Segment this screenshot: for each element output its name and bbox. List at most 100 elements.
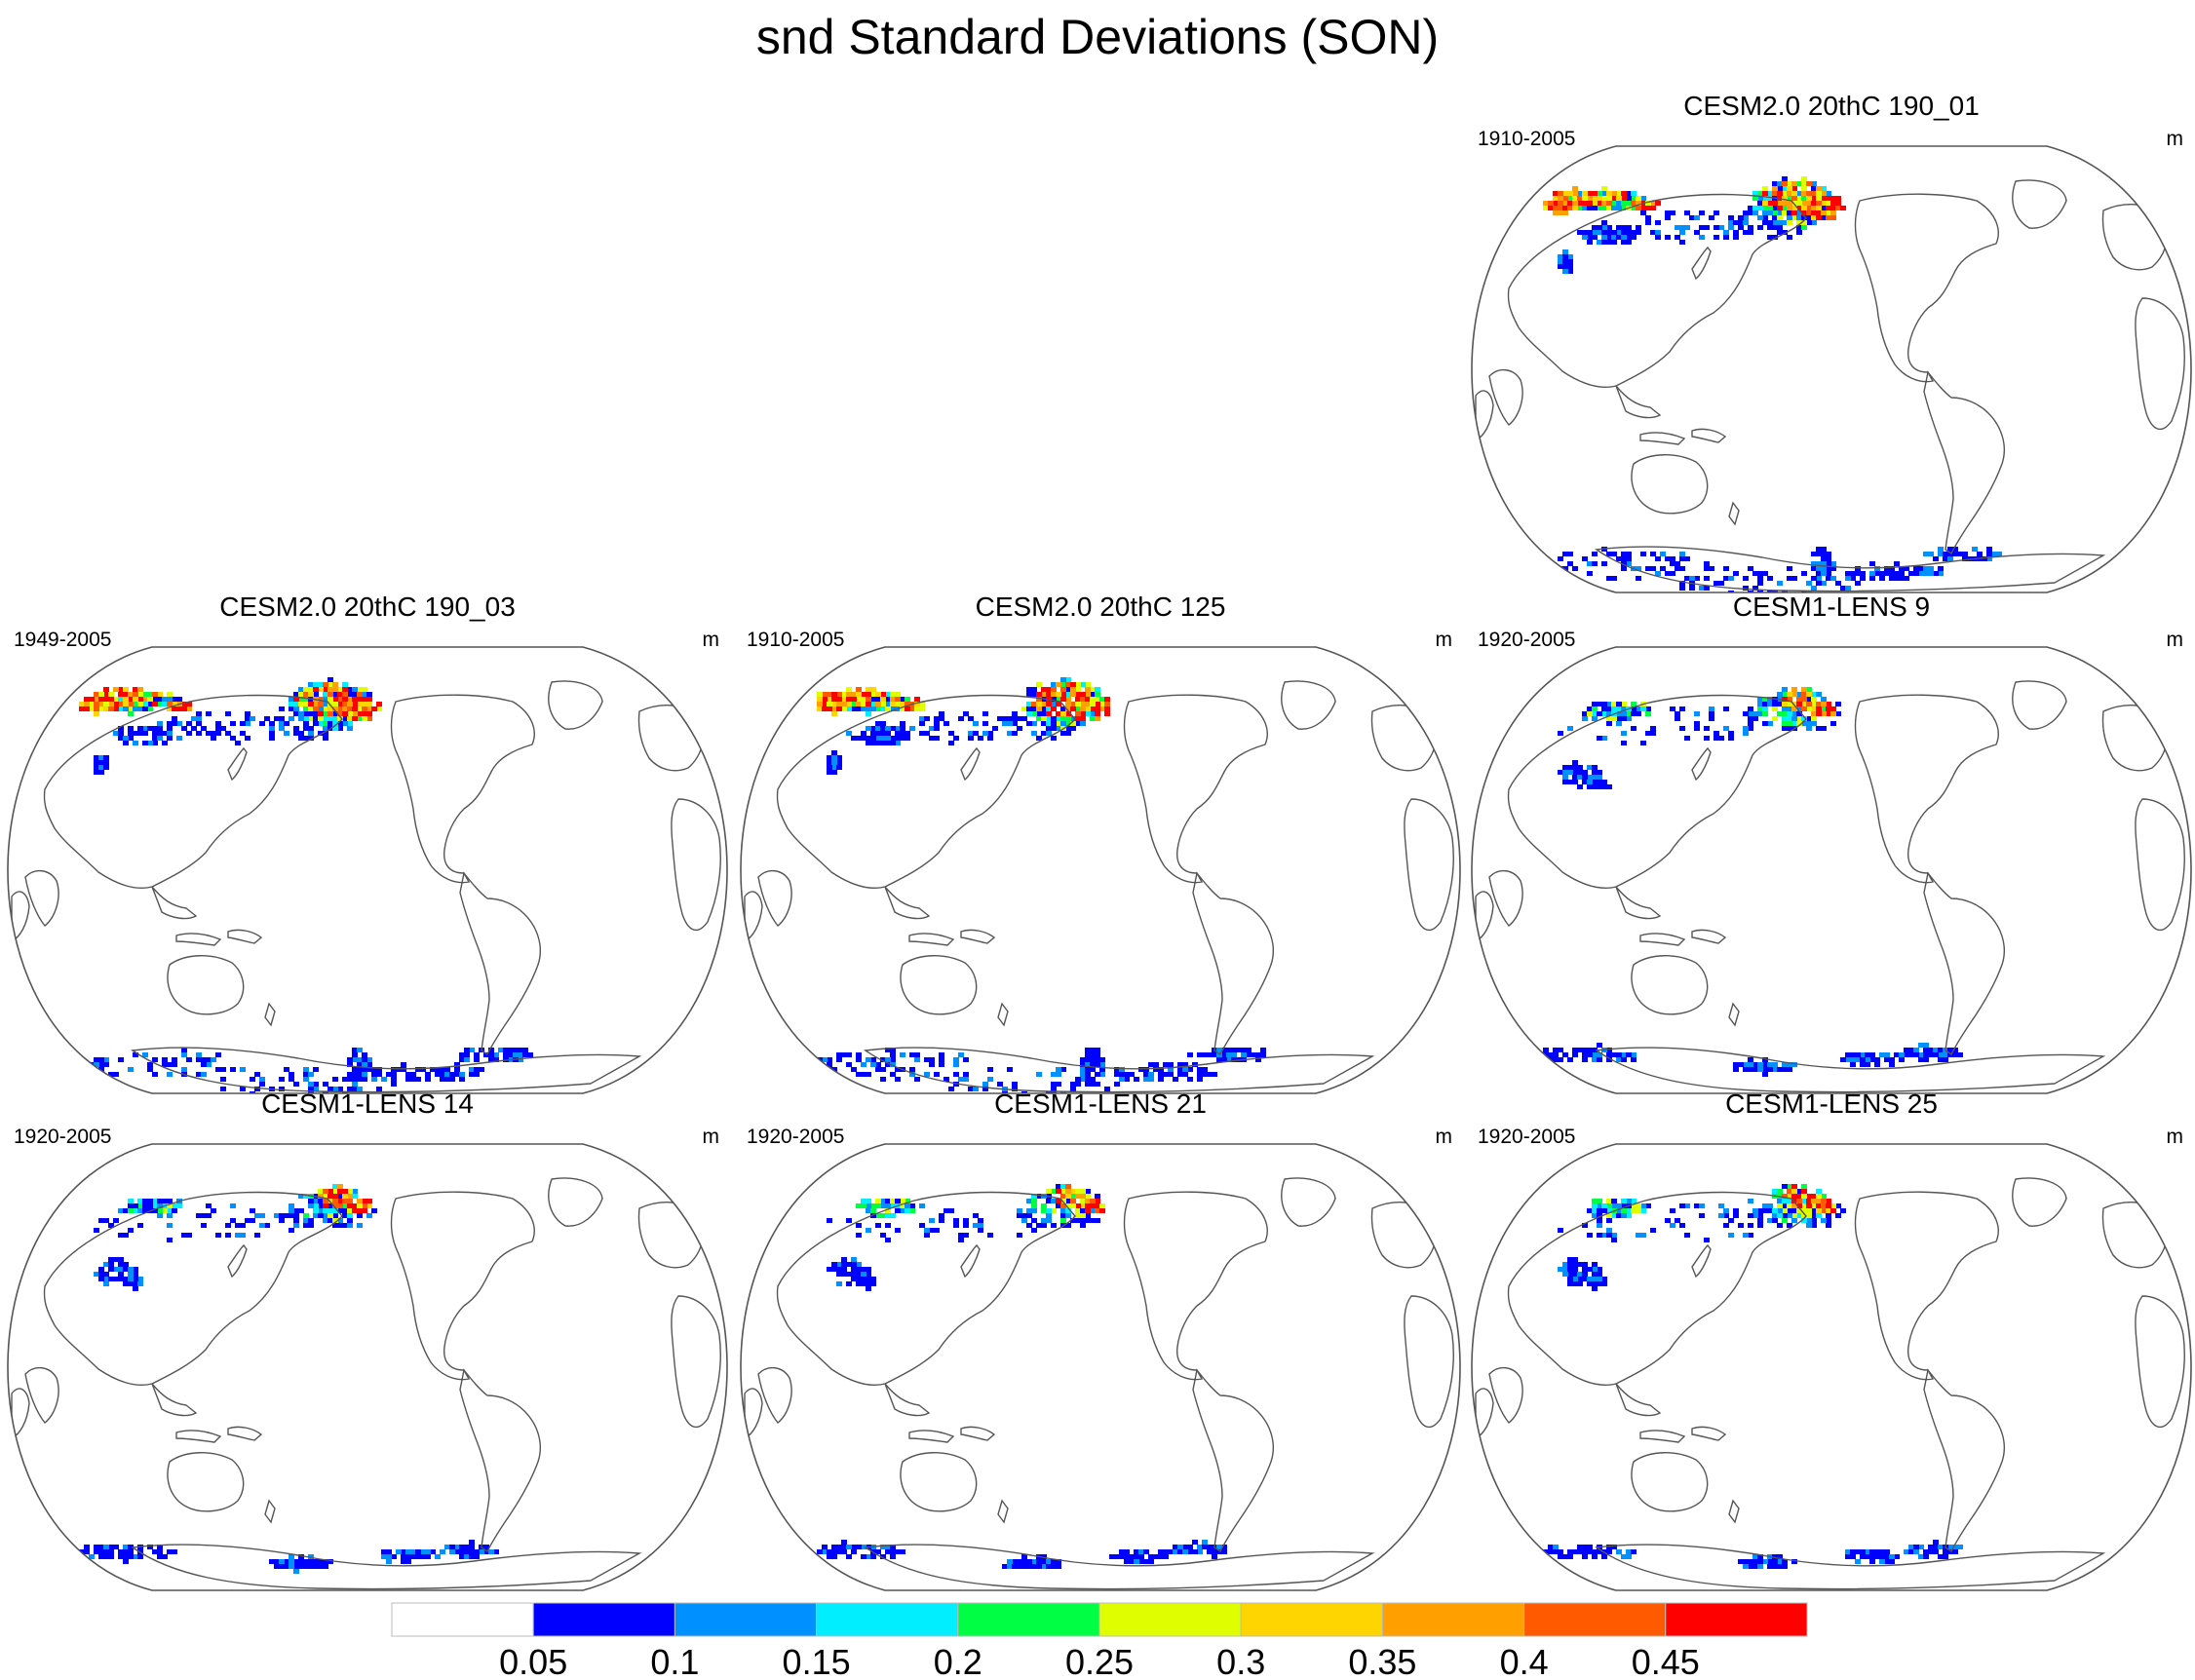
snow-cell xyxy=(308,1218,314,1223)
snow-cell xyxy=(1056,726,1061,731)
snow-cell xyxy=(128,1067,134,1072)
snow-cell xyxy=(1772,1062,1778,1067)
snow-cell xyxy=(1626,711,1632,716)
snow-cell xyxy=(308,1564,314,1569)
snow-cell xyxy=(357,716,363,721)
snow-cell xyxy=(128,726,134,731)
snow-cell xyxy=(1046,692,1052,697)
snow-cell xyxy=(1791,1062,1797,1067)
snow-cell xyxy=(94,1057,99,1062)
snow-cell xyxy=(459,1554,465,1559)
snow-cell xyxy=(1046,1091,1052,1093)
snow-cell xyxy=(1187,1067,1193,1072)
snow-cell xyxy=(1621,191,1627,196)
snow-cell xyxy=(1645,706,1651,711)
snow-cell xyxy=(1767,191,1773,196)
snow-cell xyxy=(1704,586,1710,591)
snow-cell xyxy=(1986,556,1992,561)
snow-cell xyxy=(1075,1077,1081,1082)
snow-cell xyxy=(880,1077,886,1082)
snow-cell xyxy=(870,697,876,702)
snow-cell xyxy=(488,1057,494,1062)
snow-cell xyxy=(1153,1062,1159,1067)
snow-cell xyxy=(1592,552,1598,556)
snow-cell xyxy=(943,721,949,726)
snow-cell xyxy=(118,1277,124,1281)
snow-cell xyxy=(1236,1048,1242,1052)
snow-cell xyxy=(1597,711,1602,716)
snow-cell xyxy=(1806,706,1812,711)
snow-cell xyxy=(1060,1091,1066,1093)
snow-cell xyxy=(1621,716,1627,721)
snow-cell xyxy=(1187,1052,1193,1057)
snow-cell xyxy=(98,1549,104,1554)
snow-cell xyxy=(1056,682,1061,687)
snow-cell xyxy=(1767,1067,1773,1072)
snow-cell xyxy=(240,1233,246,1238)
snow-cell xyxy=(836,1057,842,1062)
snow-cell xyxy=(919,731,925,736)
snow-cell xyxy=(1728,576,1734,581)
snow-cell xyxy=(362,702,367,706)
snow-cell xyxy=(1704,225,1710,230)
coastline xyxy=(2135,798,2185,932)
snow-cell xyxy=(362,1077,367,1082)
snow-cell xyxy=(327,1203,333,1208)
snow-cell xyxy=(303,702,309,706)
snow-cell xyxy=(1718,736,1724,741)
coastline xyxy=(2012,179,2067,229)
snow-cell xyxy=(303,736,309,741)
snow-cell xyxy=(89,702,95,706)
coastlines xyxy=(1475,680,2185,1093)
snow-cell xyxy=(94,702,99,706)
snow-cell xyxy=(128,697,134,702)
snow-cell xyxy=(1031,687,1037,692)
snow-cell xyxy=(1070,1082,1076,1087)
snow-cell xyxy=(851,1067,857,1072)
snow-cell xyxy=(1153,1067,1159,1072)
snow-cell xyxy=(1090,1067,1096,1072)
snow-cell xyxy=(1679,240,1685,245)
snow-cell xyxy=(118,692,124,697)
snow-cell xyxy=(1567,726,1573,731)
snow-cell xyxy=(167,692,173,697)
snow-cell xyxy=(856,697,862,702)
snow-cell xyxy=(1650,552,1656,556)
snow-cell xyxy=(128,1267,134,1272)
snow-cell xyxy=(1801,210,1807,215)
snow-cell xyxy=(929,1062,935,1067)
snow-cell xyxy=(323,697,328,702)
snow-cell xyxy=(1806,196,1812,201)
snow-cell xyxy=(196,716,202,721)
world-map xyxy=(1471,145,2192,593)
snow-cell xyxy=(186,731,192,736)
snow-cell xyxy=(196,721,202,726)
snow-cell xyxy=(1752,571,1758,576)
snow-cell xyxy=(1095,702,1100,706)
snow-cell xyxy=(323,706,328,711)
snow-cell xyxy=(1577,775,1583,780)
snow-cell xyxy=(327,706,333,711)
snow-cell xyxy=(875,702,881,706)
snow-cell xyxy=(1065,697,1071,702)
snow-cell xyxy=(1743,586,1749,591)
snow-cell xyxy=(1796,711,1802,716)
snow-cell xyxy=(1636,706,1641,711)
snow-cell xyxy=(1869,1052,1875,1057)
snow-cell xyxy=(1777,225,1783,230)
snow-cell xyxy=(313,1208,319,1213)
snow-cell xyxy=(1626,716,1632,721)
snow-cell xyxy=(885,1048,891,1052)
snow-cell xyxy=(1036,711,1042,716)
snow-cell xyxy=(1606,1052,1612,1057)
snow-cell xyxy=(128,1554,134,1559)
snow-cell xyxy=(1626,240,1632,245)
snow-cell xyxy=(1587,240,1593,245)
snow-cell xyxy=(293,1559,299,1564)
snow-cell xyxy=(1065,682,1071,687)
snow-cell xyxy=(167,1072,173,1077)
snow-cell xyxy=(1587,765,1593,770)
snow-cell xyxy=(152,726,158,731)
snow-cell xyxy=(1733,1067,1739,1072)
snow-cell xyxy=(186,721,192,726)
